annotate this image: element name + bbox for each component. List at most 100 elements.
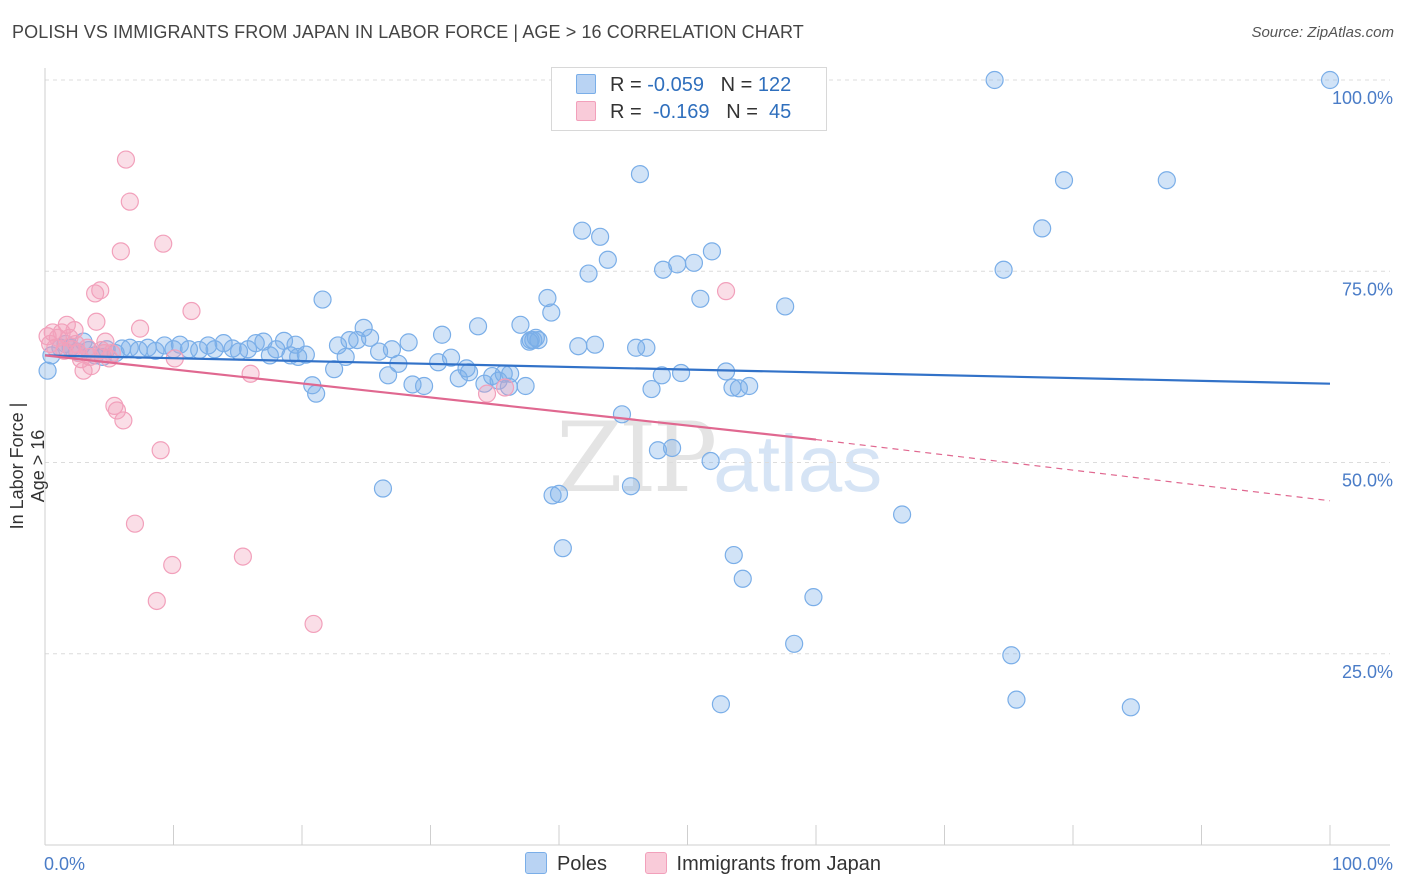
japan-n-label: N = <box>726 101 758 123</box>
y-axis-label: In Labor Force | Age > 16 <box>7 402 48 530</box>
poles-point <box>414 376 434 396</box>
poles-legend-swatch <box>524 852 547 874</box>
poles-point <box>529 331 548 350</box>
scatter-points <box>38 70 1340 717</box>
poles-point <box>432 325 452 344</box>
japan-point <box>111 242 130 261</box>
poles-point <box>483 366 502 386</box>
poles-point <box>538 288 557 308</box>
japan-legend-swatch <box>644 852 667 874</box>
poles-point <box>449 369 468 388</box>
poles-point <box>630 164 650 184</box>
poles-point <box>441 348 461 367</box>
poles-point <box>1320 70 1340 90</box>
poles-point <box>598 250 617 269</box>
poles-point <box>702 242 722 261</box>
japan-point <box>154 234 173 253</box>
japan-point <box>147 591 166 611</box>
poles-point <box>701 451 720 471</box>
x-tick-label: 0.0% <box>44 854 85 874</box>
y-tick-label: 25.0% <box>1342 662 1393 682</box>
legend-row-japan: R = -0.169 N = 45 <box>576 101 791 127</box>
japan-swatch <box>576 101 596 121</box>
poles-point <box>542 303 561 322</box>
poles-point <box>313 290 332 309</box>
poles-point <box>340 331 359 350</box>
poles-point <box>573 221 592 240</box>
japan-point <box>241 364 260 383</box>
japan-point <box>125 514 145 533</box>
poles-point <box>724 545 743 565</box>
poles-point <box>1007 690 1026 709</box>
japan-point <box>477 384 497 403</box>
japan-point <box>96 332 115 351</box>
poles-swatch <box>576 74 596 94</box>
poles-point <box>691 289 710 308</box>
poles-point <box>711 695 731 714</box>
legend-item-poles[interactable]: Poles <box>524 852 607 876</box>
poles-point <box>296 345 315 364</box>
japan-point <box>182 301 201 321</box>
poles-point <box>591 227 610 246</box>
poles-point <box>653 260 673 279</box>
japan-point <box>716 282 736 301</box>
poles-point <box>373 479 393 498</box>
japan-point <box>114 411 133 430</box>
legend-item-japan[interactable]: Immigrants from Japan <box>644 852 882 876</box>
poles-point <box>1054 171 1074 190</box>
poles-point <box>723 378 742 397</box>
japan-point <box>495 378 515 397</box>
japan-point <box>87 312 106 331</box>
poles-point <box>662 438 682 458</box>
japan-r-value: -0.169 <box>652 101 710 123</box>
poles-point <box>403 375 422 394</box>
japan-legend-label: Immigrants from Japan <box>676 853 882 875</box>
poles-point <box>459 363 479 382</box>
poles-point <box>733 569 752 588</box>
japan-point <box>116 150 136 169</box>
poles-point <box>511 315 530 334</box>
japan-point <box>233 547 252 566</box>
series-legend: Poles Immigrants from Japan <box>0 852 1406 876</box>
poles-point <box>648 441 668 460</box>
poles-point <box>652 366 671 385</box>
poles-point <box>1121 698 1140 717</box>
axes <box>44 68 1390 846</box>
poles-point <box>549 484 569 503</box>
japan-trend-extension <box>815 438 1331 502</box>
poles-point <box>553 539 572 558</box>
poles-point <box>642 379 661 399</box>
poles-point <box>38 361 57 380</box>
x-tick-label: 100.0% <box>1332 854 1393 874</box>
japan-point <box>91 281 110 300</box>
correlation-legend: R = -0.059 N = 122 R = -0.169 N = 45 <box>551 67 827 131</box>
poles-point <box>785 634 804 653</box>
poles-point <box>1002 646 1021 665</box>
japan-point <box>151 441 170 460</box>
poles-point <box>985 70 1004 90</box>
poles-point <box>307 384 326 403</box>
poles-point <box>246 334 265 353</box>
poles-point <box>205 340 224 359</box>
trend-lines <box>44 354 1331 502</box>
poles-point <box>354 318 373 337</box>
y-tick-label: 50.0% <box>1342 471 1393 491</box>
y-tick-label: 100.0% <box>1332 88 1393 108</box>
poles-point <box>543 486 562 505</box>
poles-n-label: N = <box>720 74 753 96</box>
poles-point <box>1033 219 1052 238</box>
poles-point <box>155 336 174 355</box>
japan-r-label: R = <box>610 101 642 123</box>
y-tick-label: 75.0% <box>1342 279 1393 299</box>
poles-point <box>684 253 704 272</box>
poles-point <box>399 333 418 352</box>
poles-point <box>626 338 646 357</box>
source-label: Source: ZipAtlas.com <box>1251 24 1394 41</box>
legend-row-poles: R = -0.059 N = 122 <box>576 74 791 100</box>
poles-point <box>637 338 656 357</box>
poles-point <box>612 405 632 424</box>
japan-point <box>304 614 323 634</box>
japan-point <box>86 284 105 303</box>
poles-point <box>740 376 759 396</box>
poles-point <box>994 260 1013 279</box>
